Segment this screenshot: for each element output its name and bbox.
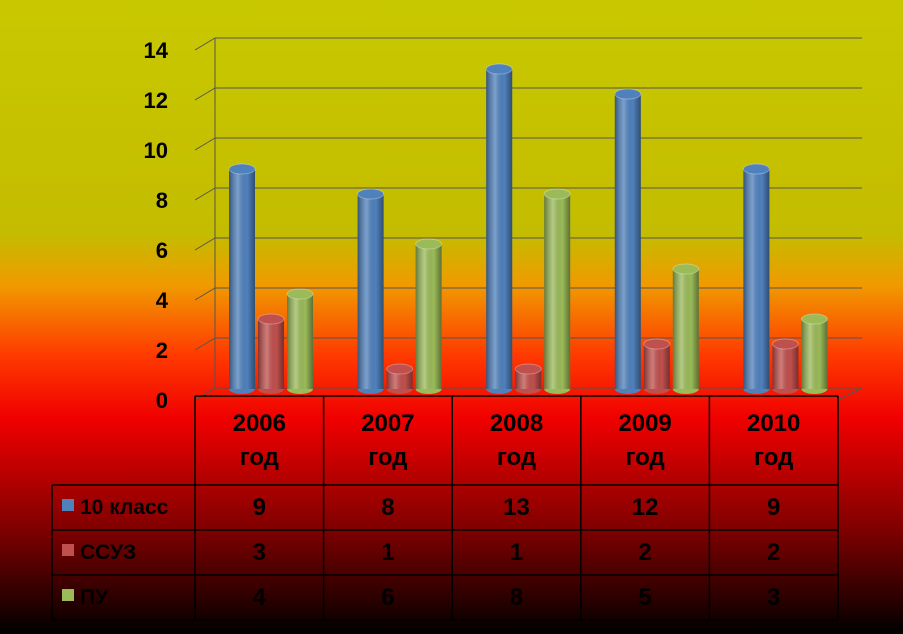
legend-label: 10 класс [80,485,193,530]
table-value: 12 [581,485,710,530]
x-tick-label: 2009 год [581,396,710,485]
table-value-text: 8 [509,583,524,611]
table-value: 3 [709,575,838,620]
legend-label: ССУЗ [80,530,193,575]
legend-label-text: 10 класс [80,495,169,519]
x-tick-label-text: 2008 год [489,409,544,471]
bar-top [800,313,828,325]
bar-top [771,338,799,350]
bar-top [742,163,770,175]
table-value-text: 3 [767,583,781,611]
table-value: 1 [452,530,581,575]
x-tick-label-text: 2010 год [746,409,801,471]
x-tick-label: 2007 год [324,396,453,485]
y-tick-label: 0 [156,388,168,413]
bar-top [415,238,443,250]
y-tick-label: 2 [156,338,168,363]
x-tick-label-text: 2006 год [232,409,286,471]
table-value: 5 [581,575,710,620]
y-tick-label: 4 [156,288,169,313]
grid-line-side [194,137,216,151]
grid-line-side [194,187,216,201]
bar-shade [357,194,384,389]
table-value-text: 8 [381,493,395,521]
bar-shade [772,344,799,389]
table-value-text: 13 [503,493,530,521]
bar-shade [643,344,670,389]
bar-top [386,363,414,375]
grid-line-side [194,237,216,251]
bar-shade [287,294,313,389]
table-value-text: 1 [381,538,395,566]
y-tick-label: 10 [144,138,168,163]
table-value-text: 5 [638,583,652,611]
table-value: 2 [581,530,710,575]
bar-shade [258,319,284,389]
grid-line-side [194,337,216,351]
bar-shade [801,319,828,389]
table-value-text: 1 [509,538,524,566]
table-value-text: 6 [381,583,395,611]
grid-line-side [194,37,216,51]
grid-line-side [194,87,216,101]
bar-shade [415,244,442,389]
table-value-text: 2 [638,538,652,566]
bar-top [485,63,513,75]
table-value-text: 9 [767,493,781,521]
grid-line-side [194,287,216,301]
y-tick-label: 8 [156,188,168,213]
table-value: 9 [195,485,324,530]
bar-top [672,263,700,275]
legend-label-text: ПУ [80,585,109,609]
legend-label-text: ССУЗ [80,540,137,564]
table-value-text: 3 [252,538,266,566]
bar-top [228,163,256,175]
table-value: 9 [709,485,838,530]
y-tick-label: 14 [144,38,169,63]
x-tick-label-text: 2009 год [618,409,672,471]
bar-top [286,288,314,300]
table-value-text: 9 [252,493,266,521]
bar-top [543,188,571,200]
table-value-text: 4 [252,583,266,611]
y-tick-label: 12 [144,88,168,113]
bar-shade [743,169,770,389]
x-tick-label: 2008 год [452,396,581,485]
legend-label: ПУ [80,575,193,620]
bar-shade [515,369,542,389]
table-value: 1 [324,530,453,575]
table-value: 13 [452,485,581,530]
bar-top [514,363,542,375]
bar-shade [229,169,255,389]
x-tick-label: 2010 год [709,396,838,485]
table-value: 3 [195,530,324,575]
bar-shade [386,369,413,389]
bar-top [357,188,385,200]
bar-shade [544,194,571,389]
bar-shade [486,69,513,389]
y-tick-label: 6 [156,238,168,263]
x-tick-label: 2006 год [195,396,324,485]
table-value: 8 [324,485,453,530]
table-value: 2 [709,530,838,575]
bar-shade [672,269,699,389]
bar-top [257,313,285,325]
legend-swatch [62,589,74,601]
table-value-text: 12 [631,493,659,521]
bar-shade [614,94,641,389]
table-value: 8 [452,575,581,620]
bar-top [643,338,671,350]
legend-swatch [62,544,74,556]
table-value: 4 [195,575,324,620]
table-value-text: 2 [767,538,781,566]
x-tick-label-text: 2007 год [361,409,415,471]
legend-swatch [62,499,74,511]
bar-top [614,88,642,100]
table-value: 6 [324,575,453,620]
